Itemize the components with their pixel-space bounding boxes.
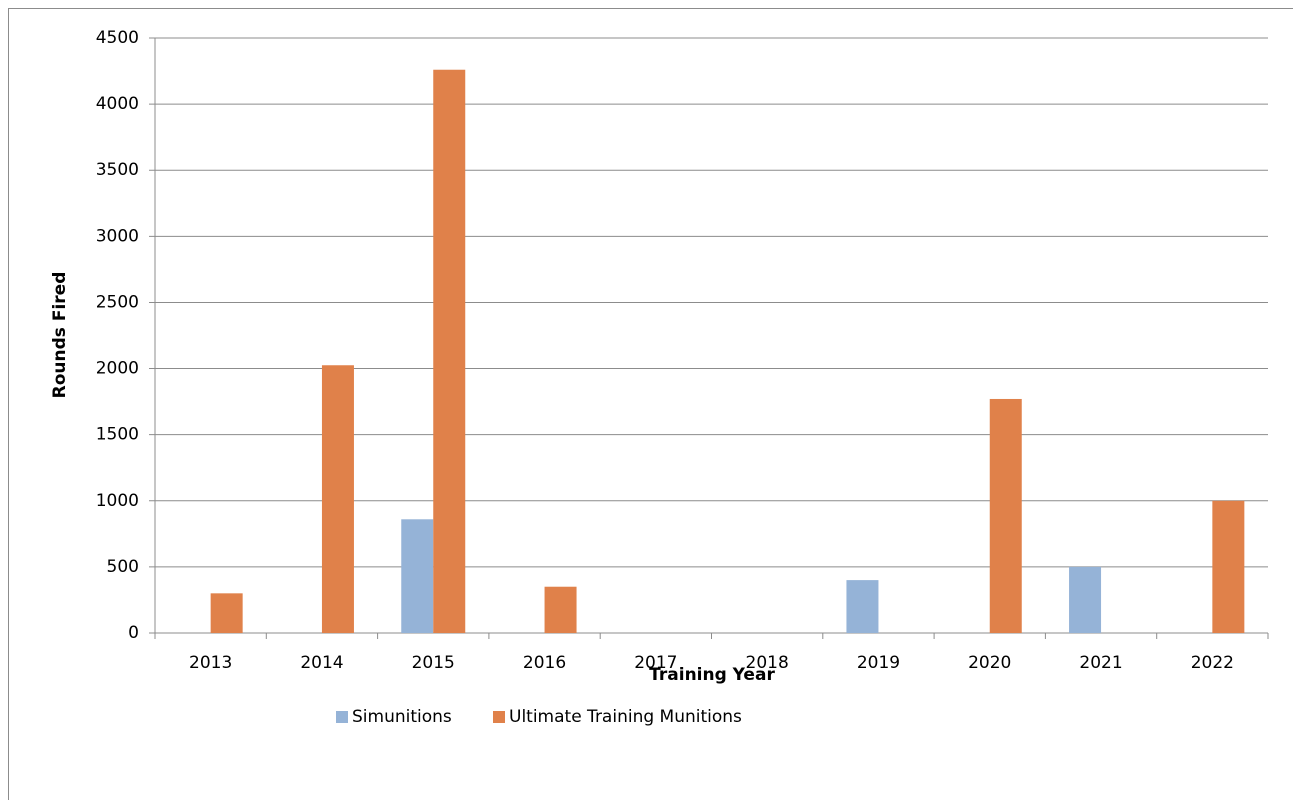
- legend-swatch: [336, 711, 348, 723]
- x-tick-label: 2015: [412, 653, 455, 673]
- bar: [846, 580, 879, 633]
- bar: [401, 519, 434, 633]
- bar: [1069, 566, 1102, 633]
- bar: [210, 593, 243, 633]
- x-tick-label: 2018: [746, 653, 789, 673]
- frame: [8, 8, 1293, 800]
- x-tick-label: 2013: [189, 653, 232, 673]
- x-tick-label: 2022: [1191, 653, 1234, 673]
- y-tick-label: 500: [107, 557, 139, 577]
- bar: [989, 398, 1022, 633]
- x-tick-label: 2021: [1079, 653, 1122, 673]
- bar: [321, 365, 354, 633]
- y-tick-label: 1500: [96, 425, 139, 445]
- x-tick-label: 2014: [300, 653, 343, 673]
- y-tick-label: 2000: [96, 359, 139, 379]
- x-tick-label: 2020: [968, 653, 1011, 673]
- legend-swatch: [493, 711, 505, 723]
- legend-label: Ultimate Training Munitions: [509, 707, 742, 727]
- y-axis-title: Rounds Fired: [50, 272, 70, 399]
- y-tick-label: 1000: [96, 491, 139, 511]
- bar: [1212, 500, 1245, 633]
- x-tick-label: 2016: [523, 653, 566, 673]
- y-tick-label: 2500: [96, 292, 139, 312]
- y-tick-label: 0: [128, 623, 139, 643]
- y-tick-label: 4000: [96, 94, 139, 114]
- y-tick-label: 4500: [96, 28, 139, 48]
- x-tick-label: 2019: [857, 653, 900, 673]
- bar: [544, 586, 577, 633]
- bar: [433, 69, 466, 633]
- legend-label: Simunitions: [352, 707, 452, 727]
- x-axis-title: Training Year: [649, 665, 775, 685]
- y-tick-label: 3500: [96, 160, 139, 180]
- y-tick-label: 3000: [96, 226, 139, 246]
- x-tick-label: 2017: [634, 653, 677, 673]
